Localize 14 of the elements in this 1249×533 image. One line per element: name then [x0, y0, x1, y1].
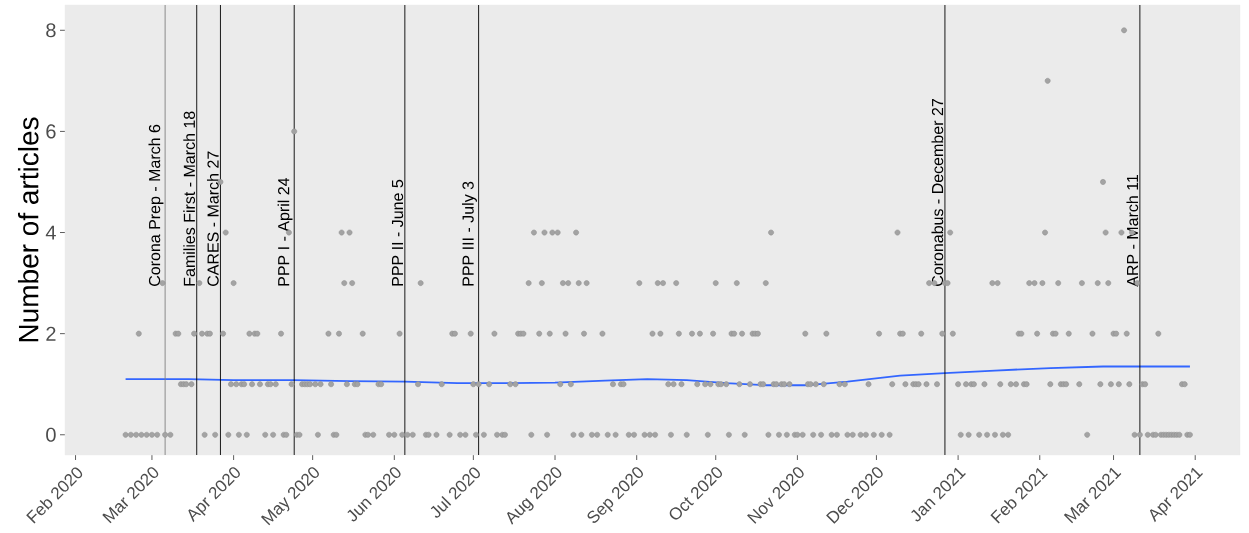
y-tick-label: 4 — [45, 225, 56, 240]
ref-line-label: Coronabus - December 27 — [931, 99, 944, 286]
y-tick-label: 6 — [46, 124, 56, 139]
ref-line-label: PPP III - July 3 — [462, 181, 477, 286]
y-tick-label: 2 — [46, 326, 56, 341]
ref-line-label: PPP I - April 24 — [277, 177, 293, 286]
ref-line-label: Families First - March 18 — [183, 111, 196, 286]
y-tick-label: 0 — [46, 427, 56, 442]
ref-line-label: Corona Prep - March 6 — [148, 124, 164, 286]
y-axis-title: Number of articles — [17, 117, 39, 342]
ref-line-label: ARP - March 11 — [1126, 174, 1139, 287]
ref-line-label: CARES - March 27 — [206, 151, 219, 286]
y-tick-label: 8 — [46, 23, 56, 38]
ref-line-label: PPP II - June 5 — [391, 179, 404, 286]
